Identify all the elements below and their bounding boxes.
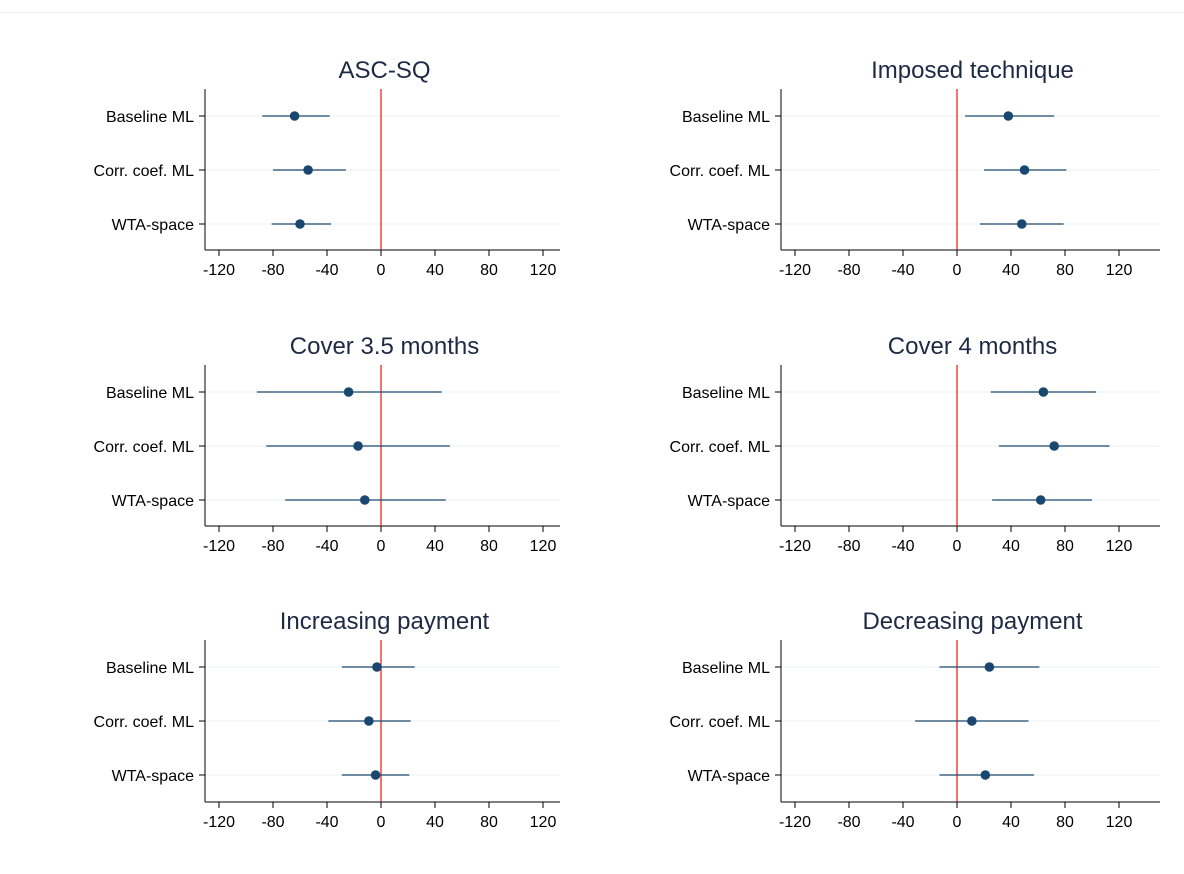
x-tick-label: 0 — [953, 538, 962, 555]
y-tick-label: Baseline ML — [106, 385, 194, 402]
x-tick-label: -120 — [203, 814, 235, 831]
x-tick-label: 0 — [377, 262, 386, 279]
point-estimate-marker — [343, 387, 354, 397]
x-tick-label: 120 — [530, 262, 557, 279]
x-tick-label: -80 — [837, 538, 860, 555]
x-tick-label: -40 — [891, 814, 914, 831]
panel-increasing-payment: Increasing payment -120 -80 -40 0 40 80 120 Base… — [94, 608, 560, 831]
panel-cover-4-months: Cover 4 months -120 -80 -40 0 40 80 120 Baseline… — [670, 333, 1160, 555]
x-tick-label: -40 — [891, 262, 914, 279]
x-tick-label: -120 — [203, 262, 235, 279]
panel-title: Cover 4 months — [888, 333, 1057, 360]
y-tick-label: Baseline ML — [106, 660, 194, 677]
x-tick-label: 40 — [1002, 262, 1020, 279]
x-tick-label: 120 — [530, 814, 557, 831]
y-tick-label: WTA-space — [112, 217, 194, 234]
x-tick-label: 80 — [1056, 262, 1074, 279]
x-tick-label: 40 — [426, 538, 444, 555]
point-estimate-marker — [372, 662, 382, 672]
point-estimate-marker — [967, 716, 977, 726]
x-tick-label: -120 — [779, 538, 811, 555]
panel-title: Decreasing payment — [862, 608, 1082, 635]
y-tick-label: Corr. coef. ML — [670, 714, 771, 731]
x-tick-label: 40 — [426, 262, 444, 279]
panel-decreasing-payment: Decreasing payment -120 -80 -40 0 40 80 120 Base… — [670, 608, 1160, 831]
x-tick-label: 120 — [1106, 262, 1133, 279]
point-estimate-marker — [1035, 495, 1046, 505]
y-tick-label: Corr. coef. ML — [670, 163, 771, 180]
x-tick-label: -40 — [891, 538, 914, 555]
x-tick-label: -80 — [837, 262, 860, 279]
y-tick-label: Corr. coef. ML — [94, 714, 195, 731]
point-estimate-marker — [1049, 441, 1059, 451]
x-tick-label: 80 — [480, 814, 498, 831]
point-estimate-marker — [360, 495, 370, 505]
x-tick-label: -80 — [261, 814, 284, 831]
x-tick-label: 40 — [1002, 814, 1020, 831]
x-tick-label: -120 — [779, 262, 811, 279]
x-tick-label: 0 — [377, 814, 386, 831]
point-estimate-marker — [303, 165, 313, 175]
point-estimate-marker — [1038, 387, 1049, 397]
panel-cover-3-5-months: Cover 3.5 months -120 -80 -40 0 40 80 120 Baseli… — [94, 333, 560, 555]
x-tick-label: 80 — [480, 262, 498, 279]
panel-title: Increasing payment — [280, 608, 490, 635]
x-tick-label: -40 — [315, 538, 338, 555]
panel-asc-sq: ASC-SQ -120 -80 -40 0 40 80 120 Baseline ML Corr.… — [94, 57, 560, 279]
point-estimate-marker — [1019, 165, 1030, 175]
x-tick-label: -40 — [315, 262, 338, 279]
panel-imposed-technique: Imposed technique -120 -80 -40 0 40 80 120 Basel… — [670, 57, 1160, 279]
x-tick-label: 0 — [953, 814, 962, 831]
y-tick-label: Corr. coef. ML — [670, 439, 771, 456]
panel-title: Imposed technique — [871, 57, 1074, 84]
x-tick-label: 120 — [1106, 814, 1133, 831]
x-tick-label: 80 — [480, 538, 498, 555]
x-tick-label: -120 — [779, 814, 811, 831]
x-tick-label: 0 — [377, 538, 386, 555]
y-tick-label: Corr. coef. ML — [94, 439, 195, 456]
x-tick-label: -120 — [203, 538, 235, 555]
panel-title: Cover 3.5 months — [290, 333, 479, 360]
x-tick-label: -40 — [315, 814, 338, 831]
point-estimate-marker — [980, 770, 991, 780]
x-tick-label: -80 — [261, 538, 284, 555]
panel-title: ASC-SQ — [338, 57, 430, 84]
top-divider — [0, 12, 1184, 13]
x-tick-label: -80 — [837, 814, 860, 831]
y-tick-label: Baseline ML — [682, 109, 770, 126]
x-tick-label: 0 — [953, 262, 962, 279]
y-tick-label: Baseline ML — [682, 385, 770, 402]
y-tick-label: WTA-space — [112, 493, 194, 510]
point-estimate-marker — [1003, 111, 1014, 121]
point-estimate-marker — [289, 111, 300, 121]
x-tick-label: 80 — [1056, 814, 1074, 831]
point-estimate-marker — [984, 662, 995, 672]
point-estimate-marker — [364, 716, 374, 726]
y-tick-label: WTA-space — [688, 768, 770, 785]
point-estimate-marker — [370, 770, 381, 780]
y-tick-label: WTA-space — [112, 768, 194, 785]
x-tick-label: 40 — [1002, 538, 1020, 555]
y-tick-label: WTA-space — [688, 217, 770, 234]
y-tick-label: WTA-space — [688, 493, 770, 510]
y-tick-label: Baseline ML — [682, 660, 770, 677]
x-tick-label: 120 — [1106, 538, 1133, 555]
x-tick-label: 40 — [426, 814, 444, 831]
point-estimate-marker — [1017, 219, 1027, 229]
y-tick-label: Corr. coef. ML — [94, 163, 195, 180]
x-tick-label: 80 — [1056, 538, 1074, 555]
x-tick-label: 120 — [530, 538, 557, 555]
x-tick-label: -80 — [261, 262, 284, 279]
point-estimate-marker — [295, 219, 305, 229]
point-estimate-marker — [353, 441, 363, 451]
y-tick-label: Baseline ML — [106, 109, 194, 126]
